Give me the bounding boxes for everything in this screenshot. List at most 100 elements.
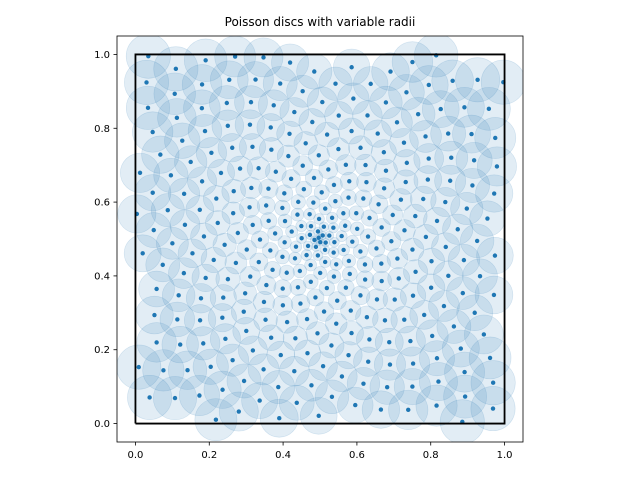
data-point (168, 173, 174, 178)
data-point (277, 416, 282, 421)
data-point (174, 115, 180, 121)
x-tick-label: 0.0 (128, 450, 144, 461)
data-point (250, 144, 255, 150)
data-point (481, 332, 487, 337)
data-point (297, 268, 303, 274)
data-point (317, 270, 323, 276)
data-point (339, 233, 344, 239)
data-point (203, 58, 208, 63)
data-point (389, 239, 394, 244)
data-point (197, 393, 202, 398)
data-point (301, 186, 307, 192)
data-point (230, 210, 236, 216)
data-point (249, 185, 254, 191)
data-point (201, 234, 207, 239)
data-point (271, 103, 276, 108)
data-point (398, 197, 404, 202)
data-point (268, 335, 274, 340)
data-point (230, 357, 235, 363)
data-point (298, 301, 303, 306)
data-point (158, 152, 163, 157)
data-point (248, 99, 254, 105)
data-point (282, 191, 287, 196)
data-point (475, 77, 480, 83)
data-point (486, 106, 492, 112)
data-point (492, 253, 498, 258)
data-point (406, 407, 411, 413)
data-point (311, 200, 316, 205)
data-point (421, 312, 427, 318)
data-point (286, 153, 291, 159)
data-point (303, 141, 308, 146)
data-point (242, 291, 248, 296)
data-point (362, 277, 368, 282)
data-point (462, 394, 468, 399)
data-point (316, 216, 322, 222)
data-point (293, 336, 298, 341)
data-point (247, 122, 253, 127)
data-point (404, 160, 410, 166)
data-point (438, 106, 443, 112)
data-point (292, 256, 298, 261)
data-point (339, 374, 345, 379)
data-point (320, 99, 325, 105)
data-point (410, 293, 416, 298)
data-point (266, 218, 271, 224)
data-point (362, 262, 368, 267)
data-point (320, 363, 326, 369)
data-point (436, 379, 441, 384)
data-point (213, 417, 219, 422)
data-point (218, 170, 224, 176)
data-point (312, 237, 317, 243)
data-point (343, 285, 349, 290)
data-point (322, 259, 328, 265)
data-point (209, 150, 214, 155)
data-point (278, 352, 283, 358)
data-point (472, 310, 477, 315)
data-point (236, 409, 241, 414)
data-point (358, 249, 363, 254)
y-tick-label: 0.8 (94, 124, 110, 135)
x-tick-label: 0.6 (349, 450, 365, 461)
data-point (188, 159, 193, 165)
y-tick-label: 1.0 (94, 50, 110, 61)
data-point (329, 215, 335, 221)
data-point (354, 211, 359, 216)
data-point (353, 402, 358, 408)
data-point (349, 128, 354, 134)
data-point (273, 169, 279, 174)
data-point (272, 231, 278, 236)
x-tick-label: 0.2 (201, 450, 217, 461)
plot-area (116, 35, 524, 443)
data-point (342, 223, 348, 228)
y-tick-label: 0.6 (94, 198, 110, 209)
data-point (413, 269, 418, 275)
data-point (181, 191, 187, 197)
data-point (211, 257, 216, 263)
data-point (447, 178, 453, 183)
data-point (296, 199, 301, 205)
y-tick-label: 0.2 (94, 345, 110, 356)
data-point (324, 285, 330, 291)
data-point (347, 271, 352, 277)
data-point (462, 369, 467, 375)
data-point (315, 331, 320, 336)
data-point (346, 195, 351, 200)
data-point (376, 202, 381, 207)
data-point (341, 247, 346, 253)
data-point (346, 258, 352, 264)
data-point (136, 364, 141, 370)
data-point (319, 190, 324, 195)
data-point (329, 394, 335, 400)
data-point (333, 199, 338, 204)
data-point (316, 235, 321, 240)
data-point (329, 343, 334, 348)
data-point (280, 286, 285, 291)
data-point (312, 69, 317, 74)
data-point (364, 180, 369, 185)
data-point (491, 191, 497, 196)
data-point (241, 309, 246, 314)
data-point (269, 147, 274, 152)
data-point (182, 222, 188, 228)
